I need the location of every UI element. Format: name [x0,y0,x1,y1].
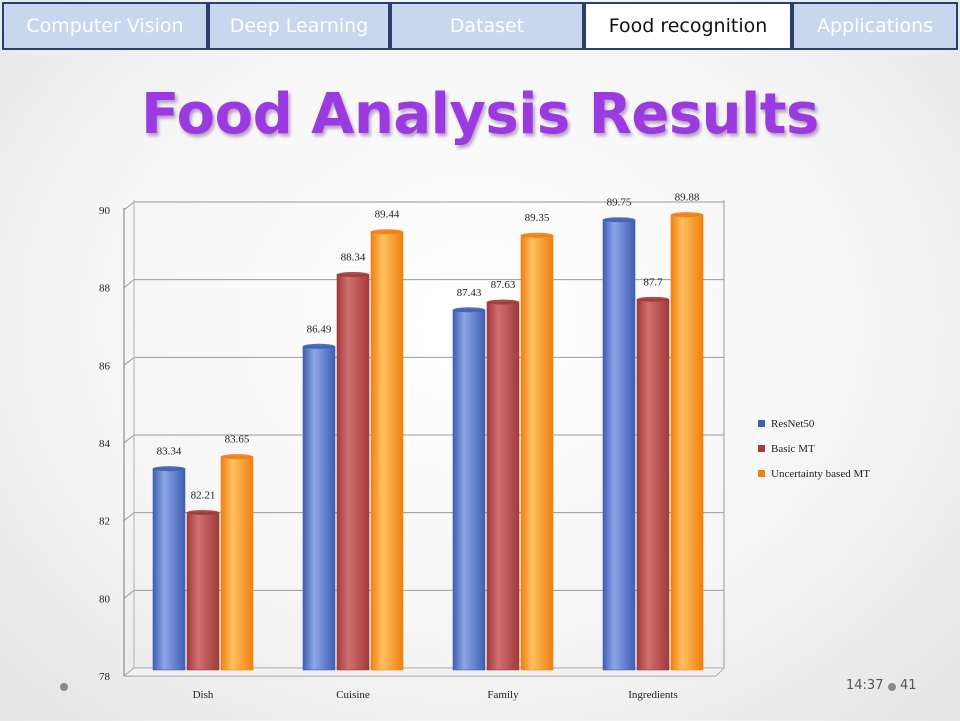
y-tick-label: 84 [99,438,111,450]
legend-label-resnet50: ResNet50 [771,418,815,430]
y-tick-label: 78 [99,671,111,683]
slide-number: 41 [900,678,917,693]
tab-applications[interactable]: Applications [792,2,958,50]
legend-swatch-basic-mt [758,445,765,452]
legend-swatch-uncertainty-mt [758,470,765,477]
x-tick-label: Ingredients [628,689,677,701]
tab-dataset[interactable]: Dataset [390,2,584,50]
bar-uncertainty-mt-dish [220,456,254,671]
bar-basic-mt-dish [186,512,220,671]
bar-top-uncertainty-mt [521,232,553,238]
bar-basic-mt-family [486,301,520,671]
footer-right-dot [888,683,896,691]
tab-food-recognition[interactable]: Food recognition [584,2,792,50]
tab-deep-learning[interactable]: Deep Learning [208,2,390,50]
data-label-basic-mt: 87.63 [491,279,516,291]
x-tick-label: Dish [193,689,214,701]
y-tick-label: 82 [99,516,110,528]
bar-top-basic-mt [487,299,519,305]
y-tick-label: 86 [99,360,111,372]
footer-left-dot [60,683,68,691]
data-label-resnet50: 89.75 [607,197,632,209]
legend-swatch-resnet50 [758,420,765,427]
data-label-resnet50: 83.34 [157,446,182,458]
y-axis: 78 80 82 84 86 88 90 [99,205,111,683]
bar-resnet50-family [452,309,486,671]
data-label-uncertainty-mt: 89.35 [525,212,550,224]
bar-basic-mt-cuisine [336,274,370,671]
bar-chart: 78 80 82 84 86 88 90 83.34 82.21 83.65 86.49 88.34… [99,192,870,701]
results-chart: 78 80 82 84 86 88 90 83.34 82.21 83.65 86.49 88.34… [86,184,924,716]
bar-top-basic-mt [187,510,219,516]
bar-resnet50-dish [152,468,186,671]
tab-computer-vision[interactable]: Computer Vision [2,2,208,50]
gridline-depth [123,512,135,522]
bar-basic-mt-ingredients [636,299,670,671]
data-label-uncertainty-mt: 89.44 [375,209,400,221]
data-label-resnet50: 87.43 [457,287,482,299]
legend-label-uncertainty-mt: Uncertainty based MT [771,468,870,480]
bar-top-uncertainty-mt [671,212,703,218]
x-axis: Dish Cuisine Family Ingredients [193,689,678,701]
x-tick-label: Cuisine [336,689,370,701]
bar-top-uncertainty-mt [371,229,403,235]
slide-time: 14:37 [846,678,884,693]
bar-top-basic-mt [337,271,369,277]
gridline-depth [123,589,135,599]
legend-label-basic-mt: Basic MT [771,443,815,455]
bar-resnet50-cuisine [302,346,336,671]
bar-uncertainty-mt-cuisine [370,231,404,671]
bar-top-basic-mt [637,296,669,302]
data-label-basic-mt: 82.21 [191,490,216,502]
data-label-uncertainty-mt: 89.88 [675,192,700,204]
bar-top-resnet50 [153,466,185,472]
chart-legend: ResNet50 Basic MT Uncertainty based MT [758,418,870,480]
top-navigation: Computer Vision Deep Learning Dataset Fo… [0,0,960,52]
gridline-depth [123,434,135,444]
x-tick-label: Family [487,689,519,701]
bar-resnet50-ingredients [602,219,636,671]
y-tick-label: 90 [99,205,111,217]
bar-top-uncertainty-mt [221,454,253,460]
bar-top-resnet50 [453,307,485,313]
data-label-basic-mt: 88.34 [341,251,366,263]
y-tick-label: 88 [99,283,111,295]
data-label-uncertainty-mt: 83.65 [225,434,250,446]
bar-top-resnet50 [303,343,335,349]
bar-uncertainty-mt-family [520,234,554,671]
page-title: Food Analysis Results [141,82,819,147]
bar-top-resnet50 [603,217,635,223]
bar-uncertainty-mt-ingredients [670,214,704,671]
data-label-resnet50: 86.49 [307,323,332,335]
data-label-basic-mt: 87.7 [643,276,663,288]
chart-bars: 83.34 82.21 83.65 86.49 88.34 89.44 87.43 87.63… [152,192,704,671]
gridline-depth [123,279,135,289]
chart-floor [122,667,725,677]
gridline-depth [123,356,135,366]
y-tick-label: 80 [99,593,111,605]
gridline-depth [123,201,135,211]
